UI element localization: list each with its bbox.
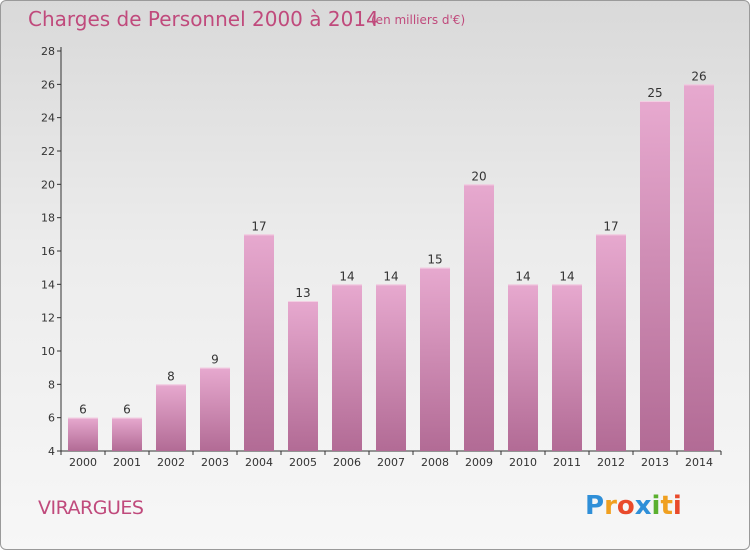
bar-value-label: 26 — [691, 69, 706, 83]
x-tick-label: 2001 — [113, 456, 141, 469]
axis-layer: 4 6 8 10 12 14 16 18 20 22 24 26 28 2000 2001 2002 2003 2… — [41, 45, 722, 469]
bar-2009 — [464, 184, 494, 452]
y-tick-label: 16 — [41, 245, 55, 258]
bar-value-label: 14 — [383, 269, 398, 283]
y-tick-label: 24 — [41, 112, 55, 125]
bar-value-label: 17 — [251, 219, 266, 233]
y-tick-label: 8 — [48, 378, 55, 391]
x-tick-label: 2007 — [377, 456, 405, 469]
x-tick-label: 2011 — [553, 456, 581, 469]
bar-2003 — [200, 367, 230, 451]
x-tick-label: 2003 — [201, 456, 229, 469]
bar-2012 — [596, 234, 626, 451]
bar-2008 — [420, 267, 450, 451]
y-tick-label: 20 — [41, 178, 55, 191]
x-tick-label: 2004 — [245, 456, 273, 469]
x-tick-label: 2005 — [289, 456, 317, 469]
bar-value-label: 15 — [427, 253, 442, 267]
x-tick-label: 2002 — [157, 456, 185, 469]
y-tick-label: 4 — [48, 445, 55, 458]
bar-value-label: 9 — [211, 353, 219, 367]
y-tick-label: 14 — [41, 278, 55, 291]
y-tick-label: 6 — [48, 412, 55, 425]
x-tick-label: 2006 — [333, 456, 361, 469]
x-tick-label: 2013 — [641, 456, 669, 469]
bar-2005 — [288, 301, 318, 451]
y-tick-label: 26 — [41, 78, 55, 91]
bar-value-label: 14 — [339, 269, 354, 283]
bar-value-label: 14 — [559, 269, 574, 283]
y-tick-label: 18 — [41, 212, 55, 225]
bar-value-label: 17 — [603, 219, 618, 233]
y-tick-label: 12 — [41, 312, 55, 325]
bar-value-label: 25 — [647, 86, 662, 100]
bar-2010 — [508, 284, 538, 451]
bar-2004 — [244, 234, 274, 451]
x-tick-label: 2010 — [509, 456, 537, 469]
y-tick-label: 28 — [41, 45, 55, 58]
x-tick-label: 2008 — [421, 456, 449, 469]
bar-2013 — [640, 101, 670, 451]
bar-2014 — [684, 84, 714, 451]
bar-layer: 6 6 8 9 17 13 14 14 15 20 14 14 17 25 26 — [68, 69, 714, 452]
y-tick-label: 22 — [41, 145, 55, 158]
bar-value-label: 13 — [295, 286, 310, 300]
y-tick-label: 10 — [41, 345, 55, 358]
bar-value-label: 8 — [167, 369, 175, 383]
chart-title: Charges de Personnel 2000 à 2014 — [28, 7, 379, 31]
x-tick-label: 2009 — [465, 456, 493, 469]
chart-subtitle: (en milliers d'€) — [371, 13, 466, 27]
bar-value-label: 6 — [79, 403, 87, 417]
bar-2006 — [332, 284, 362, 451]
proxiti-logo[interactable]: Proxiti — [585, 491, 682, 521]
bar-2007 — [376, 284, 406, 451]
bar-2002 — [156, 384, 186, 451]
bar-2011 — [552, 284, 582, 451]
bar-value-label: 20 — [471, 169, 486, 183]
bar-2001 — [112, 417, 142, 451]
bar-2000 — [68, 417, 98, 451]
x-tick-label: 2012 — [597, 456, 625, 469]
bar-value-label: 14 — [515, 269, 530, 283]
bar-value-label: 6 — [123, 403, 131, 417]
x-tick-label: 2000 — [69, 456, 97, 469]
commune-name: VIRARGUES — [38, 497, 144, 519]
x-tick-label: 2014 — [685, 456, 713, 469]
